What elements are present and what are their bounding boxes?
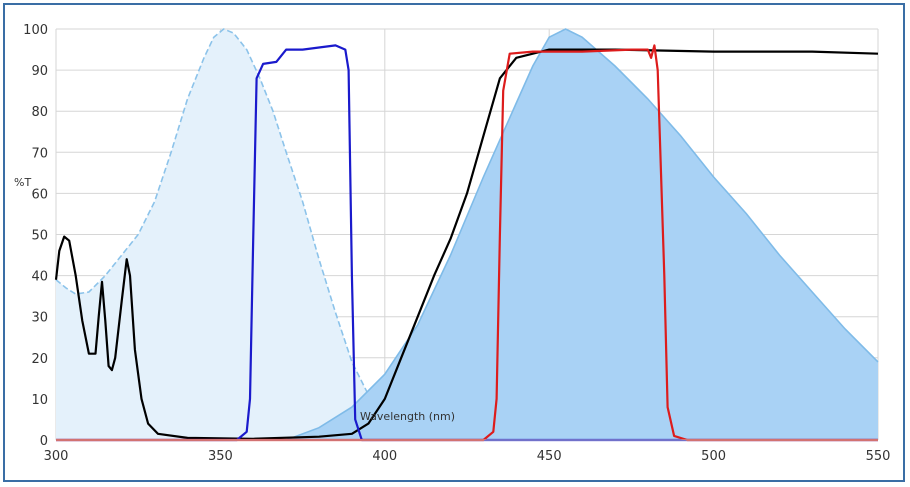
x-tick-label-300: 300 bbox=[44, 449, 69, 464]
line-series-2 bbox=[54, 48, 879, 440]
y-tick-label-80: 80 bbox=[31, 105, 48, 120]
y-tick-label-100: 100 bbox=[23, 23, 48, 38]
y-tick-label-90: 90 bbox=[31, 64, 48, 79]
area-fill-0 bbox=[56, 29, 583, 440]
line-series bbox=[54, 44, 879, 442]
y-tick-label-20: 20 bbox=[31, 352, 48, 367]
y-tick-label-0: 0 bbox=[40, 434, 48, 449]
area-fill-1 bbox=[286, 29, 878, 440]
x-tick-label-450: 450 bbox=[537, 449, 562, 464]
y-tick-label-30: 30 bbox=[31, 311, 48, 326]
line-series-4 bbox=[56, 44, 878, 442]
area-outline-1 bbox=[285, 28, 879, 441]
x-tick-label-550: 550 bbox=[866, 449, 891, 464]
x-axis-title: Wavelength (nm) bbox=[360, 410, 455, 423]
y-tick-label-40: 40 bbox=[31, 270, 48, 285]
y-tick-label-60: 60 bbox=[31, 187, 48, 202]
x-tick-label-400: 400 bbox=[372, 449, 397, 464]
y-tick-label-50: 50 bbox=[31, 229, 48, 244]
y-tick-label-10: 10 bbox=[31, 393, 48, 408]
y-tick-labels: 0 10 20 30 40 50 60 70 80 90 100 bbox=[23, 23, 48, 449]
x-tick-label-350: 350 bbox=[208, 449, 233, 464]
y-tick-label-70: 70 bbox=[31, 146, 48, 161]
area-series bbox=[55, 28, 879, 441]
line-series-3 bbox=[56, 44, 878, 442]
x-tick-label-500: 500 bbox=[701, 449, 726, 464]
y-axis-title: %T bbox=[14, 176, 31, 189]
x-tick-labels: 300 350 400 450 500 550 bbox=[44, 449, 891, 464]
